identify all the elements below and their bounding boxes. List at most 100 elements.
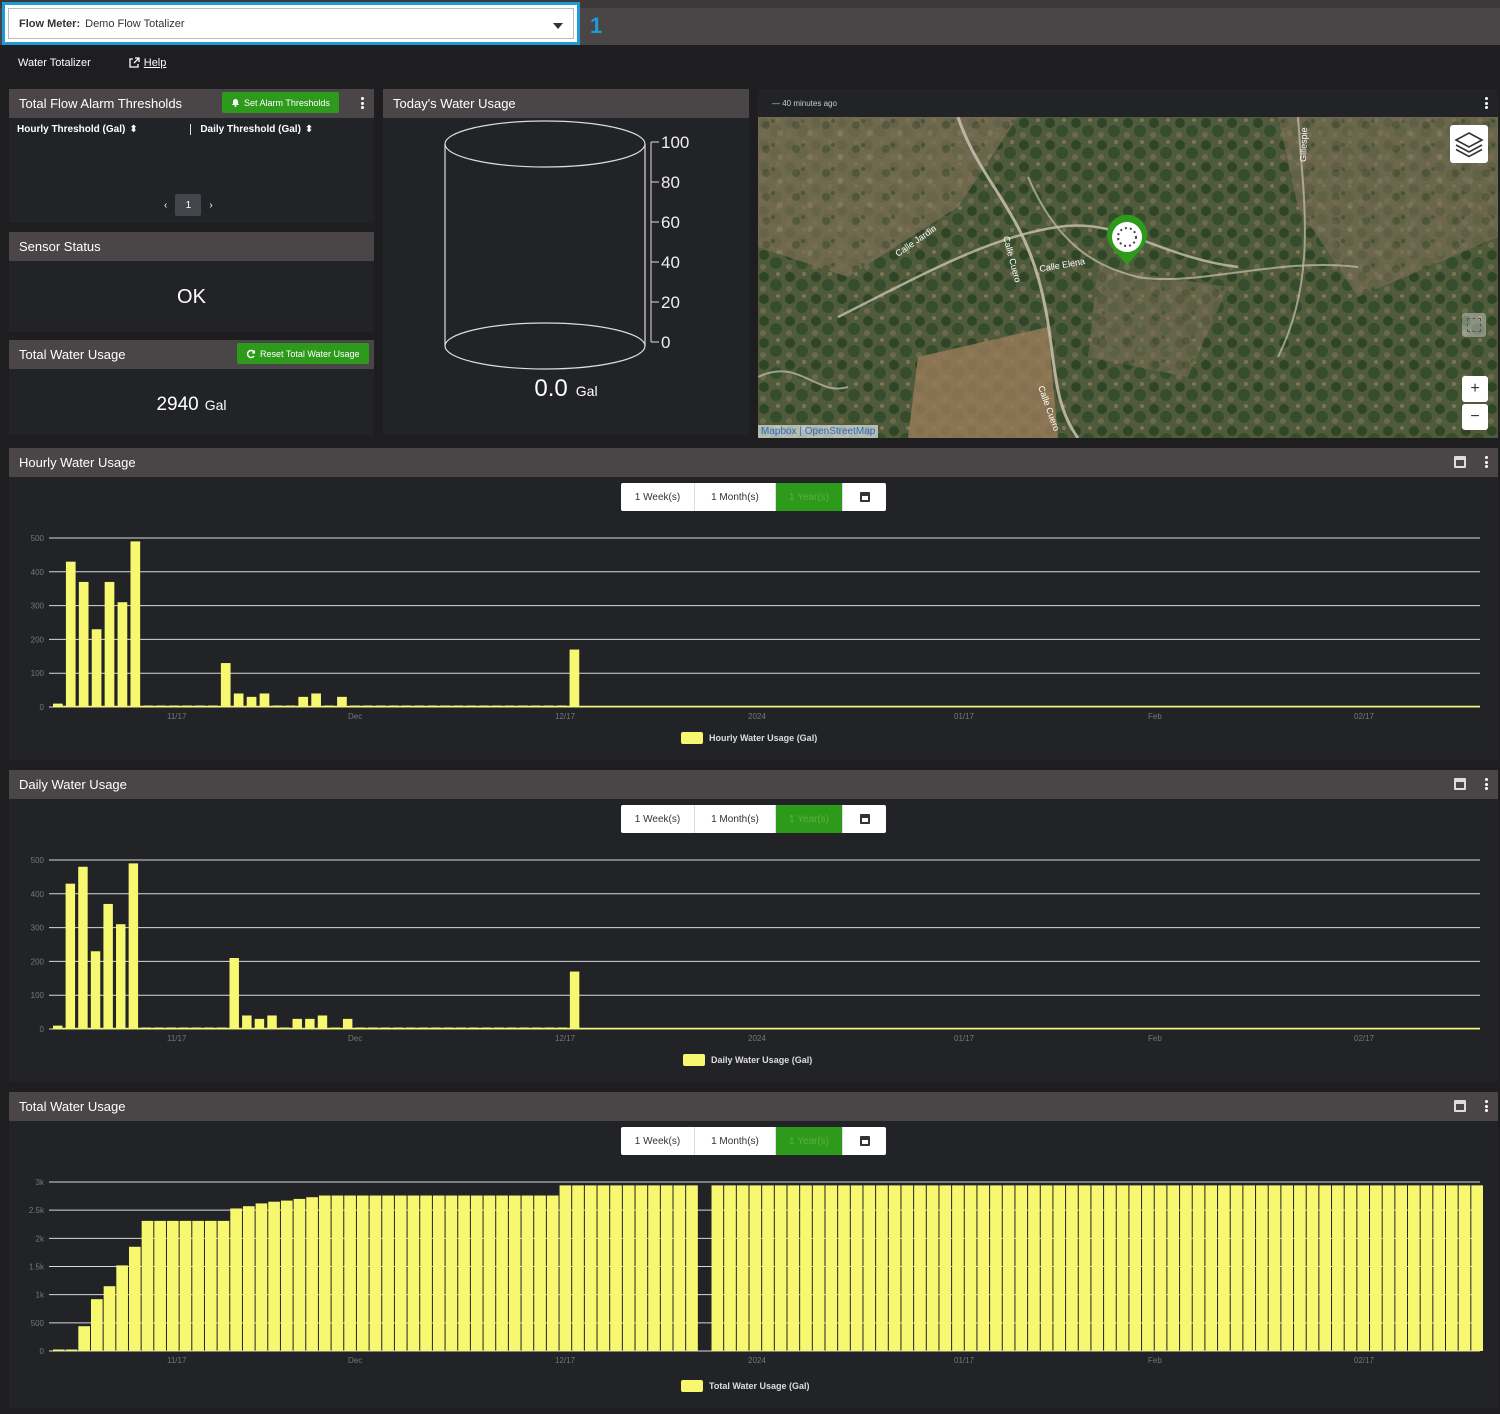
bar[interactable]: [521, 1195, 534, 1351]
bar[interactable]: [597, 1185, 610, 1351]
bar[interactable]: [1002, 1185, 1015, 1351]
bar[interactable]: [1142, 1185, 1154, 1351]
bar[interactable]: [1205, 1185, 1218, 1351]
bar[interactable]: [233, 693, 244, 707]
bar[interactable]: [952, 1185, 964, 1351]
bar[interactable]: [128, 1246, 141, 1351]
bar[interactable]: [1040, 1185, 1053, 1351]
bar[interactable]: [292, 1018, 302, 1029]
bar[interactable]: [65, 561, 76, 707]
mapbox-link[interactable]: Mapbox: [761, 426, 797, 437]
bar[interactable]: [1154, 1185, 1167, 1351]
chevron-left-icon[interactable]: ‹: [164, 199, 168, 211]
bar[interactable]: [736, 1185, 749, 1351]
bar[interactable]: [179, 1220, 192, 1351]
bar[interactable]: [1091, 1185, 1104, 1351]
bar[interactable]: [268, 1201, 280, 1351]
bar[interactable]: [445, 1195, 458, 1351]
help-link[interactable]: Help: [129, 57, 166, 69]
bar[interactable]: [1218, 1185, 1230, 1351]
bar[interactable]: [1015, 1185, 1028, 1351]
bar[interactable]: [914, 1185, 926, 1351]
bar[interactable]: [1357, 1185, 1370, 1351]
bar[interactable]: [103, 1286, 116, 1351]
range-1-year-button[interactable]: 1 Year(s): [776, 483, 843, 511]
bar[interactable]: [217, 1220, 230, 1351]
bar[interactable]: [724, 1185, 736, 1351]
chart-legend[interactable]: Total Water Usage (Gal): [681, 1380, 810, 1392]
bar[interactable]: [192, 1220, 204, 1351]
layers-icon[interactable]: [1450, 125, 1488, 163]
bar[interactable]: [382, 1195, 394, 1351]
bar[interactable]: [53, 1349, 65, 1352]
bar[interactable]: [90, 951, 101, 1029]
bar[interactable]: [635, 1185, 648, 1351]
bar[interactable]: [242, 1015, 252, 1029]
more-icon[interactable]: [1485, 1100, 1488, 1112]
custom-range-button[interactable]: [843, 1127, 886, 1155]
bar[interactable]: [559, 1185, 572, 1351]
bar[interactable]: [1319, 1185, 1332, 1351]
bar[interactable]: [104, 581, 115, 707]
map-marker-icon[interactable]: [1107, 214, 1147, 265]
bar[interactable]: [267, 1015, 277, 1029]
bar[interactable]: [458, 1195, 470, 1351]
bar[interactable]: [128, 863, 139, 1029]
bar[interactable]: [673, 1185, 686, 1351]
map-view[interactable]: Calle Jardin Calle Cuero Calle Elena Gil…: [758, 117, 1498, 438]
bar[interactable]: [1344, 1185, 1357, 1351]
bar[interactable]: [470, 1195, 483, 1351]
bar[interactable]: [1395, 1185, 1408, 1351]
bar[interactable]: [496, 1195, 508, 1351]
bar[interactable]: [318, 1195, 331, 1351]
bar[interactable]: [660, 1185, 673, 1351]
page-number[interactable]: 1: [175, 194, 202, 216]
bar[interactable]: [204, 1220, 217, 1351]
bar[interactable]: [1104, 1185, 1116, 1351]
bar[interactable]: [154, 1220, 166, 1351]
bar[interactable]: [53, 1025, 63, 1029]
bar[interactable]: [546, 1195, 559, 1351]
bar[interactable]: [394, 1195, 407, 1351]
bar[interactable]: [863, 1185, 876, 1351]
bar[interactable]: [825, 1185, 838, 1351]
calendar-icon[interactable]: [1454, 456, 1466, 468]
bar[interactable]: [369, 1195, 382, 1351]
bar[interactable]: [259, 693, 270, 707]
bar[interactable]: [356, 1195, 369, 1351]
range-1-month-button[interactable]: 1 Month(s): [695, 483, 776, 511]
bar[interactable]: [342, 1018, 353, 1029]
bar[interactable]: [774, 1185, 787, 1351]
bar[interactable]: [78, 866, 88, 1029]
bar[interactable]: [1306, 1185, 1319, 1351]
bar[interactable]: [337, 696, 347, 707]
bar[interactable]: [1230, 1185, 1243, 1351]
custom-range-button[interactable]: [843, 805, 886, 833]
bar[interactable]: [926, 1185, 939, 1351]
bar[interactable]: [812, 1185, 825, 1351]
reset-total-water-usage-button[interactable]: Reset Total Water Usage: [237, 343, 369, 364]
bar[interactable]: [65, 883, 76, 1029]
bar[interactable]: [1066, 1185, 1078, 1351]
bar[interactable]: [1028, 1185, 1040, 1351]
chevron-down-icon[interactable]: [553, 23, 563, 29]
zoom-out-button[interactable]: −: [1462, 404, 1488, 430]
bar[interactable]: [407, 1195, 420, 1351]
bar[interactable]: [331, 1195, 344, 1351]
bar[interactable]: [1078, 1185, 1091, 1351]
bar[interactable]: [610, 1185, 622, 1351]
chart-legend[interactable]: Daily Water Usage (Gal): [683, 1054, 812, 1066]
range-1-year-button[interactable]: 1 Year(s): [776, 1127, 843, 1155]
bar[interactable]: [534, 1195, 546, 1351]
bar[interactable]: [116, 924, 126, 1029]
calendar-icon[interactable]: [1454, 778, 1466, 790]
bar[interactable]: [483, 1195, 496, 1351]
bar[interactable]: [1294, 1185, 1306, 1351]
bar[interactable]: [876, 1185, 888, 1351]
more-icon[interactable]: [361, 97, 364, 109]
bar[interactable]: [1420, 1185, 1433, 1351]
bar[interactable]: [1332, 1185, 1344, 1351]
bar[interactable]: [1053, 1185, 1066, 1351]
bar[interactable]: [569, 649, 580, 707]
bar[interactable]: [420, 1195, 432, 1351]
